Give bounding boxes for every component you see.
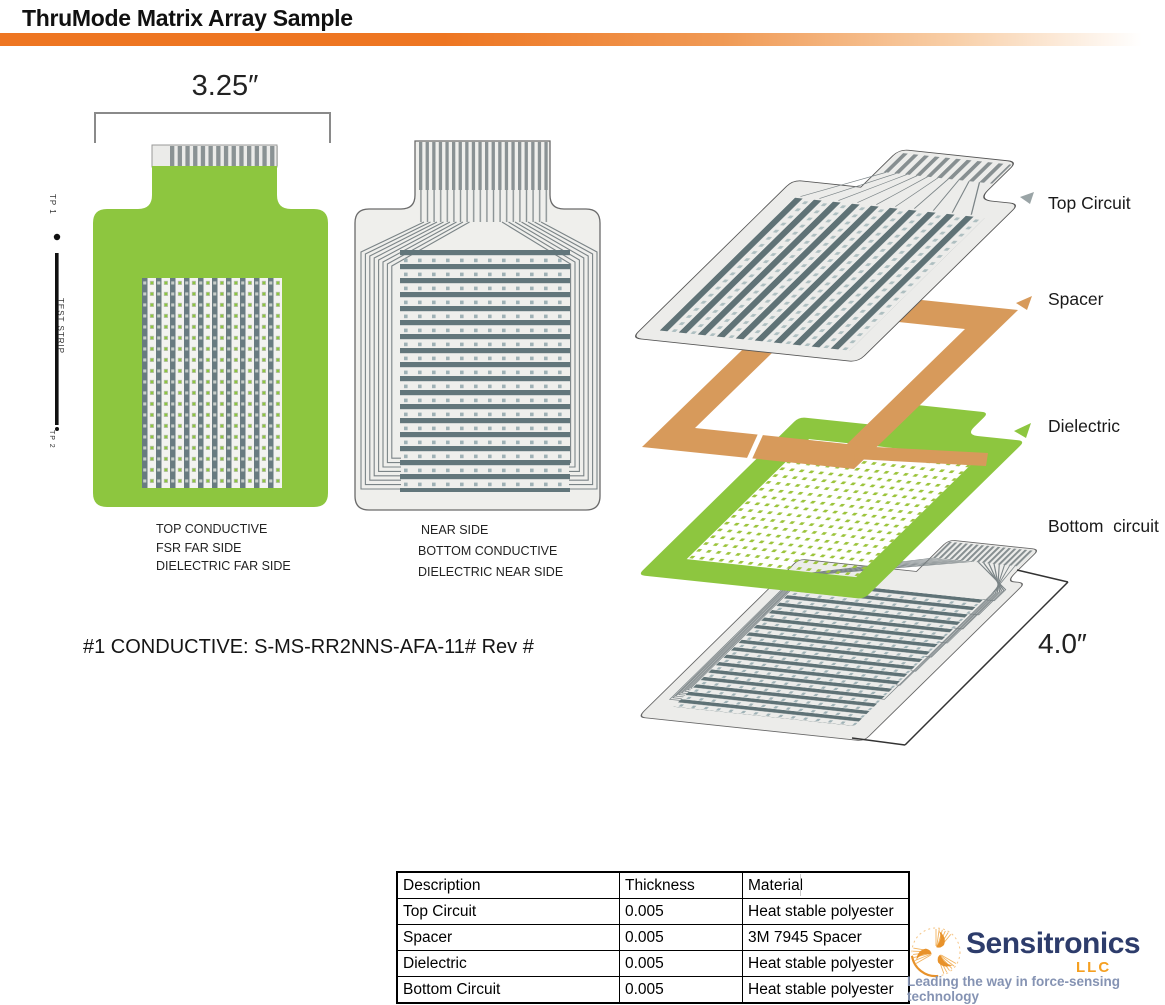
- width-dimension-label: 3.25″: [191, 70, 259, 102]
- cell: 3M 7945 Spacer: [742, 924, 910, 951]
- cell: 0.005: [619, 950, 743, 977]
- exploded-top-circuit: [635, 149, 1016, 362]
- connector-traces: [419, 190, 548, 222]
- flat-top-circuit-diagram: [53, 112, 331, 507]
- spacer-slit: [744, 429, 765, 466]
- logo-tagline: Leading the way in force-sensing technol…: [907, 974, 1121, 1004]
- col-thickness: Thickness: [619, 871, 743, 899]
- logo-wordmark: Sensitronics: [966, 927, 1141, 960]
- caption-line: DIELECTRIC NEAR SIDE: [418, 565, 564, 579]
- tp2-dot: [55, 427, 59, 431]
- cell: Heat stable polyester: [742, 898, 910, 925]
- middle-diagram-caption: NEAR SIDE BOTTOM CONDUCTIVE DIELECTRIC N…: [418, 520, 563, 583]
- exploded-spacer: [642, 288, 1018, 469]
- cell: Heat stable polyester: [742, 950, 910, 977]
- layer-label-bottom-circuit: Bottom circuit: [1048, 516, 1159, 536]
- top-circuit-arrow: [1020, 192, 1034, 204]
- height-dimension-lines: [851, 569, 1069, 746]
- page-title: ThruMode Matrix Array Sample: [22, 5, 353, 31]
- cell: Dielectric: [396, 950, 620, 977]
- table-row: Dielectric 0.005 Heat stable polyester: [396, 950, 910, 977]
- connector-fingers: [419, 142, 548, 190]
- cell: Bottom Circuit: [396, 976, 620, 1004]
- connector-fingers: [170, 146, 278, 166]
- table-header-row: Description Thickness Material: [396, 871, 910, 899]
- sensitronics-swirl-icon: [910, 927, 961, 978]
- cell: 0.005: [619, 898, 743, 925]
- caption-line: TOP CONDUCTIVE: [156, 522, 268, 536]
- header-cell-divider: [800, 874, 801, 896]
- table-row: Spacer 0.005 3M 7945 Spacer: [396, 924, 910, 951]
- caption-line: FSR FAR SIDE: [156, 540, 242, 555]
- side-traces: [360, 221, 598, 490]
- exploded-dielectric: [640, 403, 1023, 599]
- logo-llc: LLC: [1076, 959, 1112, 976]
- flat-bottom-circuit-diagram: [354, 140, 601, 511]
- matrix-area-vertical: [142, 278, 282, 488]
- accent-bar: [0, 33, 1165, 46]
- height-dimension-label: 4.0″: [1038, 628, 1087, 659]
- dielectric-arrow: [1014, 423, 1031, 438]
- caption-line: BOTTOM CONDUCTIVE: [418, 544, 558, 558]
- cell: Heat stable polyester: [742, 976, 910, 1004]
- table-row: Top Circuit 0.005 Heat stable polyester: [396, 898, 910, 925]
- table-row: Bottom Circuit 0.005 Heat stable polyest…: [396, 976, 910, 1004]
- layer-label-dielectric: Dielectric: [1048, 416, 1120, 436]
- tp1-label: TP 1: [48, 194, 57, 215]
- left-diagram-caption: TOP CONDUCTIVE FSR FAR SIDE DIELECTRIC F…: [156, 520, 291, 576]
- cell: Top Circuit: [396, 898, 620, 925]
- tp2-label: TP 2: [48, 430, 55, 449]
- cell: 0.005: [619, 924, 743, 951]
- width-bracket: [94, 112, 331, 143]
- matrix-area-horizontal: [400, 250, 570, 492]
- exploded-bottom-circuit: [640, 540, 1037, 741]
- spacer-arrow: [1016, 296, 1032, 310]
- tp1-dot: [53, 233, 61, 241]
- layer-label-top-circuit: Top Circuit: [1048, 193, 1131, 213]
- caption-line: NEAR SIDE: [421, 523, 489, 537]
- col-description: Description: [396, 871, 620, 899]
- cell: Spacer: [396, 924, 620, 951]
- test-strip-label: TEST STRIP: [56, 298, 65, 355]
- layer-label-spacer: Spacer: [1048, 289, 1104, 309]
- test-strip-line: [55, 253, 59, 425]
- materials-table: Description Thickness Material Top Circu…: [396, 871, 910, 1004]
- cell: 0.005: [619, 976, 743, 1004]
- part-number: #1 CONDUCTIVE: S-MS-RR2NNS-AFA-11# Rev #: [83, 636, 534, 658]
- col-material: Material: [742, 871, 910, 899]
- caption-line: DIELECTRIC FAR SIDE: [156, 559, 291, 573]
